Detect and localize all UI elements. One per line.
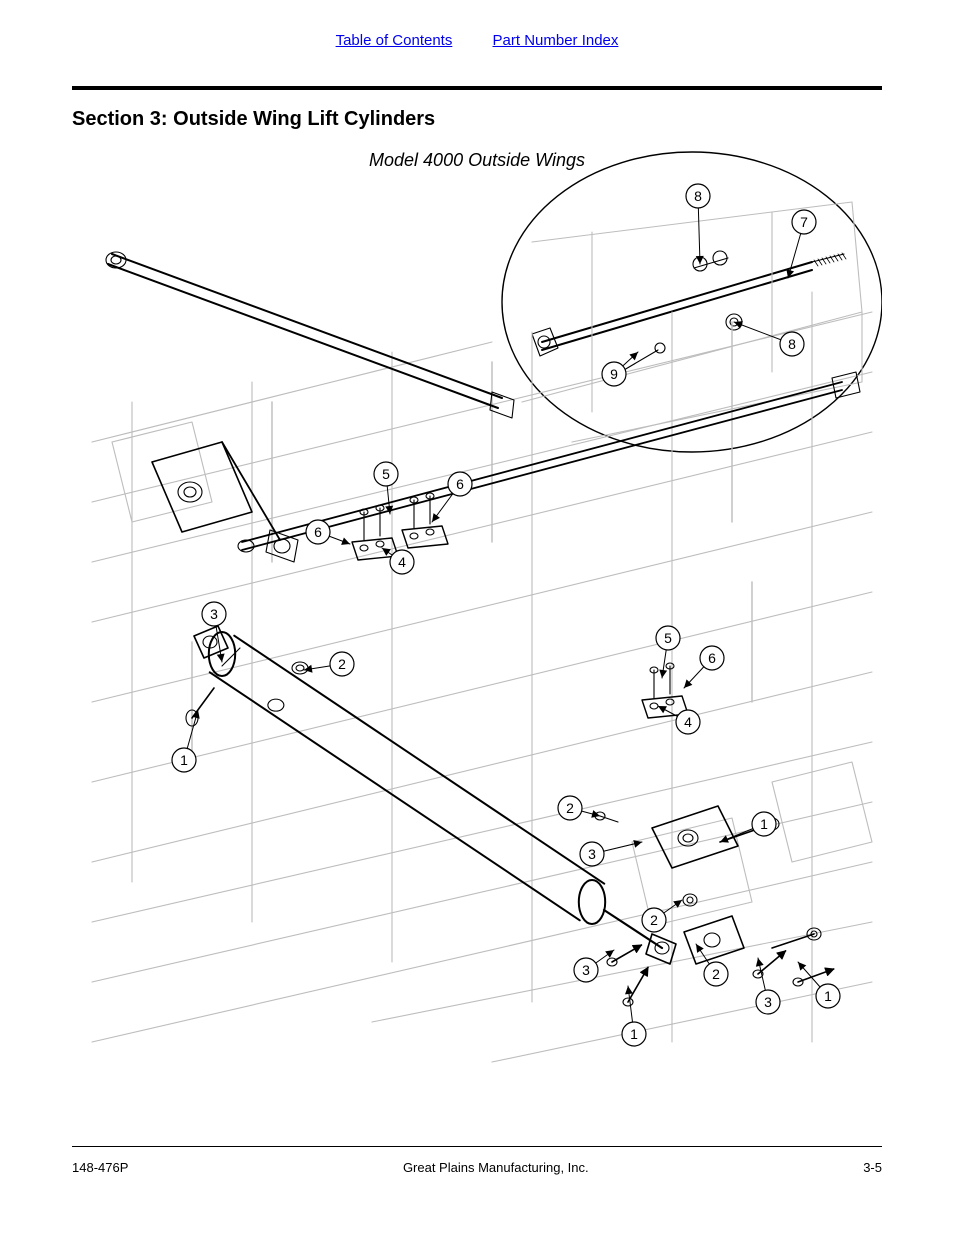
svg-text:2: 2 — [566, 800, 574, 816]
svg-text:1: 1 — [630, 1026, 638, 1042]
svg-text:2: 2 — [338, 656, 346, 672]
svg-text:1: 1 — [180, 752, 188, 768]
toc-link[interactable]: Table of Contents — [336, 32, 453, 49]
section-title: Section 3: Outside Wing Lift Cylinders — [72, 108, 435, 131]
exploded-view-figure: Model 4000 Outside Wings 8 7 8 9 5 6 6 4 3 2 1 5 6 4 2 1… — [72, 142, 882, 1082]
svg-text:1: 1 — [760, 816, 768, 832]
svg-text:3: 3 — [582, 962, 590, 978]
svg-text:8: 8 — [694, 188, 702, 204]
svg-text:4: 4 — [684, 714, 692, 730]
svg-text:6: 6 — [708, 650, 716, 666]
svg-text:5: 5 — [664, 630, 672, 646]
header-rule — [72, 86, 882, 90]
svg-text:6: 6 — [456, 476, 464, 492]
svg-text:2: 2 — [650, 912, 658, 928]
svg-text:3: 3 — [764, 994, 772, 1010]
svg-text:Model 4000 Outside Wings: Model 4000 Outside Wings — [369, 150, 585, 170]
svg-text:3: 3 — [588, 846, 596, 862]
footer-rule — [72, 1146, 882, 1147]
index-link[interactable]: Part Number Index — [493, 32, 619, 49]
svg-text:3: 3 — [210, 606, 218, 622]
svg-text:9: 9 — [610, 366, 618, 382]
footer-company: Great Plains Manufacturing, Inc. — [403, 1160, 589, 1175]
svg-text:1: 1 — [824, 988, 832, 1004]
svg-text:6: 6 — [314, 524, 322, 540]
top-nav: Table of Contents Part Number Index — [0, 32, 954, 49]
page-footer: 148-476P Great Plains Manufacturing, Inc… — [72, 1160, 882, 1175]
footer-page-number: 3-5 — [863, 1160, 882, 1175]
svg-text:7: 7 — [800, 214, 808, 230]
svg-text:2: 2 — [712, 966, 720, 982]
svg-text:8: 8 — [788, 336, 796, 352]
svg-text:5: 5 — [382, 466, 390, 482]
svg-text:4: 4 — [398, 554, 406, 570]
footer-part-number: 148-476P — [72, 1160, 128, 1175]
